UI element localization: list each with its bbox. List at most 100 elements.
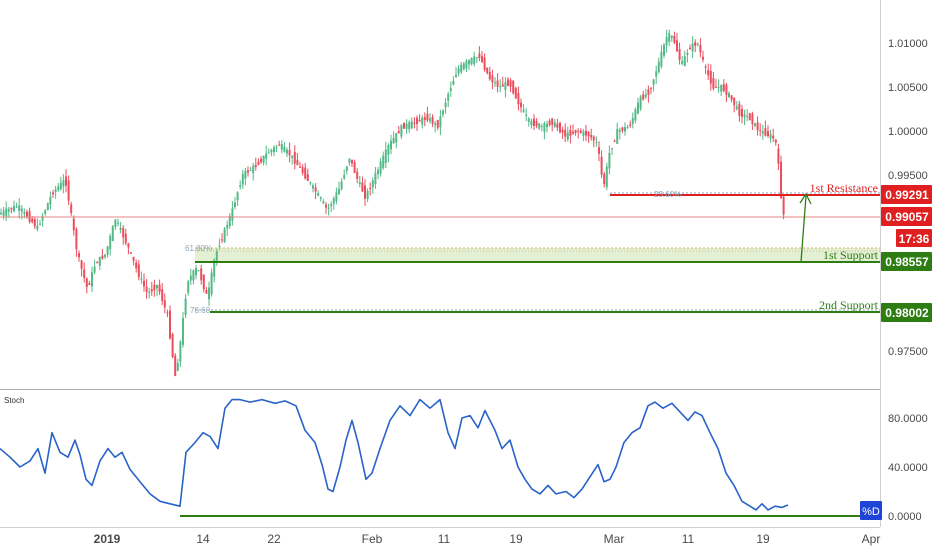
candle-body: [595, 142, 598, 144]
candle-body: [403, 122, 405, 129]
candle-body: [70, 204, 73, 214]
candle-body: [7, 209, 10, 212]
candle-body: [260, 158, 262, 163]
candle-body: [132, 256, 135, 261]
candle-body: [496, 80, 499, 87]
candle-body: [663, 44, 665, 56]
candle-body: [215, 250, 218, 261]
candle-body: [397, 131, 400, 134]
candle-body: [330, 204, 333, 207]
candle-body: [486, 67, 489, 74]
candle-body: [218, 246, 221, 248]
candle-body: [670, 36, 673, 39]
stoch-d-line: [0, 398, 789, 511]
time-axis-bg: [0, 527, 932, 550]
candle-body: [494, 82, 496, 84]
candle-body: [473, 56, 476, 64]
candle-body: [239, 185, 242, 188]
time-tick-label: 11: [682, 532, 695, 546]
candle-body: [561, 129, 564, 133]
candle-body: [91, 272, 93, 287]
candle-body: [751, 113, 754, 125]
candle-body: [319, 197, 322, 200]
candle-body: [559, 122, 561, 133]
candle-body: [522, 109, 525, 112]
candle-body: [148, 291, 151, 293]
candle-body: [686, 53, 689, 56]
candle-body: [507, 79, 509, 86]
candle-body: [660, 51, 663, 67]
support1-label: 1st Support: [823, 248, 879, 262]
candle-body: [293, 151, 296, 164]
candle-body: [569, 129, 572, 136]
candle-body: [585, 130, 587, 136]
candle-body: [119, 227, 122, 230]
candle-body: [501, 84, 504, 87]
candle-body: [481, 56, 483, 62]
candle-body: [780, 161, 782, 199]
fib-label-618: 61.80%: [185, 244, 212, 253]
candle-body: [774, 139, 777, 143]
candle-body: [668, 32, 671, 43]
time-tick-label: Mar: [604, 532, 625, 546]
candle-body: [200, 268, 203, 281]
candle-body: [439, 116, 442, 128]
candle-body: [327, 207, 330, 209]
candle-body: [179, 341, 182, 362]
candle-body: [205, 290, 208, 294]
candle-body: [78, 253, 80, 258]
candle-body: [764, 128, 767, 136]
candle-body: [579, 130, 582, 133]
time-axis[interactable]: 2019 14 22 Feb 11 19 Mar 11 19 Apr: [0, 527, 932, 550]
support2-tag-bg: [881, 303, 932, 322]
price-axis[interactable]: 1.01000 1.00500 1.00000 0.99500 0.97500 80.0…: [860, 0, 932, 527]
candle-body: [592, 136, 595, 141]
candle-body: [743, 114, 746, 118]
candle-body: [462, 63, 465, 70]
candle-body: [39, 223, 41, 225]
candle-body: [174, 355, 177, 377]
candle-body: [288, 150, 291, 156]
price-panel[interactable]: 23.60% 61.80% 78.60 1st Resistance 1st S…: [0, 29, 880, 377]
candle-body: [413, 122, 416, 124]
candle-body: [761, 131, 764, 134]
candle-body: [416, 117, 418, 124]
candle-body: [756, 122, 759, 131]
candle-body: [681, 60, 684, 65]
candle-body: [392, 137, 395, 144]
candle-body: [88, 283, 91, 285]
time-tick-label: Feb: [362, 532, 383, 546]
candle-body: [325, 204, 327, 208]
candle-body: [65, 176, 67, 186]
candle-body: [759, 130, 762, 132]
stoch-tick-label: 80.0000: [888, 413, 928, 425]
candle-body: [452, 80, 455, 85]
candle-body: [2, 210, 5, 216]
candle-body: [197, 270, 200, 272]
candle-body: [210, 272, 213, 295]
candle-body: [431, 116, 434, 124]
time-tick-label: Apr: [862, 532, 881, 546]
candle-body: [418, 119, 421, 122]
candle-body: [605, 166, 608, 187]
candle-body: [192, 270, 195, 281]
candle-body: [382, 155, 385, 168]
candle-body: [117, 222, 119, 224]
candle-body: [535, 120, 538, 127]
candle-body: [13, 205, 15, 212]
candle-body: [283, 146, 286, 152]
candle-body: [145, 286, 148, 292]
candle-body: [135, 262, 138, 269]
candle-body: [356, 171, 359, 179]
candle-body: [616, 128, 619, 144]
candle-body: [270, 149, 273, 153]
candle-body: [629, 124, 632, 126]
candle-body: [631, 117, 634, 125]
candle-body: [624, 127, 626, 132]
stoch-panel[interactable]: Stoch: [0, 396, 880, 517]
time-tick-label: 2019: [94, 532, 121, 546]
candle-body: [613, 140, 616, 142]
candle-body: [353, 162, 356, 173]
candle-body: [254, 165, 257, 168]
